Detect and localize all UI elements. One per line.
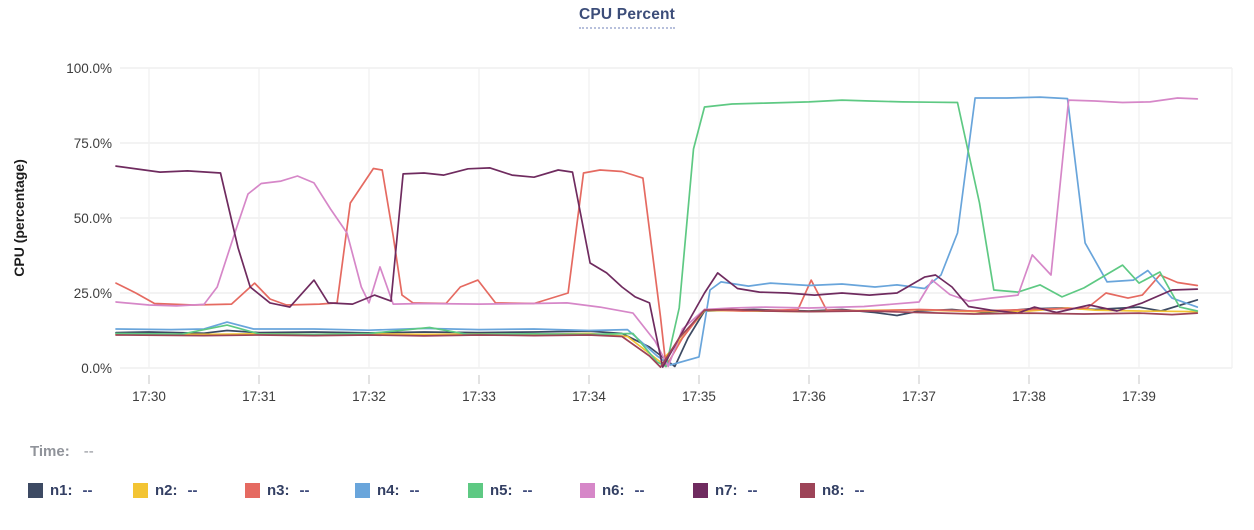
legend-label: n5: bbox=[490, 482, 513, 499]
legend-swatch-n1 bbox=[28, 483, 43, 498]
legend-label: n4: bbox=[377, 482, 400, 499]
legend-value: -- bbox=[299, 482, 310, 499]
y-tick-label: 0.0% bbox=[81, 361, 112, 376]
time-readout-value: -- bbox=[83, 443, 94, 460]
legend-item-n3[interactable]: n3: -- bbox=[245, 482, 310, 499]
legend-item-n5[interactable]: n5: -- bbox=[468, 482, 533, 499]
legend-label: n3: bbox=[267, 482, 290, 499]
series-line-n8[interactable] bbox=[115, 308, 1199, 368]
x-tick-label: 17:37 bbox=[902, 389, 936, 404]
legend-value: -- bbox=[522, 482, 533, 499]
legend-value: -- bbox=[747, 482, 758, 499]
legend-item-n7[interactable]: n7: -- bbox=[693, 482, 758, 499]
legend-swatch-n4 bbox=[355, 483, 370, 498]
legend-label: n2: bbox=[155, 482, 178, 499]
y-tick-label: 50.0% bbox=[74, 211, 112, 226]
time-readout: Time: -- bbox=[30, 443, 94, 460]
legend-item-n1[interactable]: n1: -- bbox=[28, 482, 93, 499]
x-tick-label: 17:34 bbox=[572, 389, 606, 404]
legend-swatch-n5 bbox=[468, 483, 483, 498]
y-tick-label: 25.0% bbox=[74, 286, 112, 301]
legend-label: n7: bbox=[715, 482, 738, 499]
series-line-n6[interactable] bbox=[115, 97, 1199, 368]
legend-item-n8[interactable]: n8: -- bbox=[800, 482, 865, 499]
legend-value: -- bbox=[82, 482, 93, 499]
series-line-n3[interactable] bbox=[115, 167, 1199, 368]
legend-item-n6[interactable]: n6: -- bbox=[580, 482, 645, 499]
x-tick-label: 17:32 bbox=[352, 389, 386, 404]
legend-value: -- bbox=[634, 482, 645, 499]
legend-label: n8: bbox=[822, 482, 845, 499]
chart-title: CPU Percent bbox=[578, 6, 676, 29]
series-line-n5[interactable] bbox=[115, 99, 1199, 368]
legend-item-n2[interactable]: n2: -- bbox=[133, 482, 198, 499]
x-tick-label: 17:36 bbox=[792, 389, 826, 404]
legend-item-n4[interactable]: n4: -- bbox=[355, 482, 420, 499]
x-tick-label: 17:39 bbox=[1122, 389, 1156, 404]
cpu-line-chart[interactable]: 0.0% 25.0% 50.0% 75.0% 100.0% 17:30 17:31 17:32… bbox=[0, 38, 1254, 458]
legend-swatch-n8 bbox=[800, 483, 815, 498]
y-tick-label: 100.0% bbox=[66, 61, 112, 76]
series-line-n7[interactable] bbox=[115, 165, 1199, 368]
chart-title-wrap: CPU Percent bbox=[0, 6, 1254, 29]
x-tick-label: 17:33 bbox=[462, 389, 496, 404]
series-line-n4[interactable] bbox=[115, 96, 1199, 366]
x-tick-label: 17:35 bbox=[682, 389, 716, 404]
y-axis-title: CPU (percentage) bbox=[11, 159, 27, 276]
legend-swatch-n6 bbox=[580, 483, 595, 498]
legend-value: -- bbox=[854, 482, 865, 499]
x-tick-label: 17:31 bbox=[242, 389, 276, 404]
legend-label: n1: bbox=[50, 482, 73, 499]
x-tick-label: 17:38 bbox=[1012, 389, 1046, 404]
time-readout-label: Time: bbox=[30, 443, 70, 460]
x-tick-label: 17:30 bbox=[132, 389, 166, 404]
legend-swatch-n3 bbox=[245, 483, 260, 498]
legend-swatch-n7 bbox=[693, 483, 708, 498]
legend: n1: -- n2: -- n3: -- n4: -- n5: -- n6: -- n7: -- n8: -- bbox=[0, 482, 1254, 506]
legend-value: -- bbox=[187, 482, 198, 499]
legend-swatch-n2 bbox=[133, 483, 148, 498]
y-tick-label: 75.0% bbox=[74, 136, 112, 151]
legend-value: -- bbox=[409, 482, 420, 499]
legend-label: n6: bbox=[602, 482, 625, 499]
